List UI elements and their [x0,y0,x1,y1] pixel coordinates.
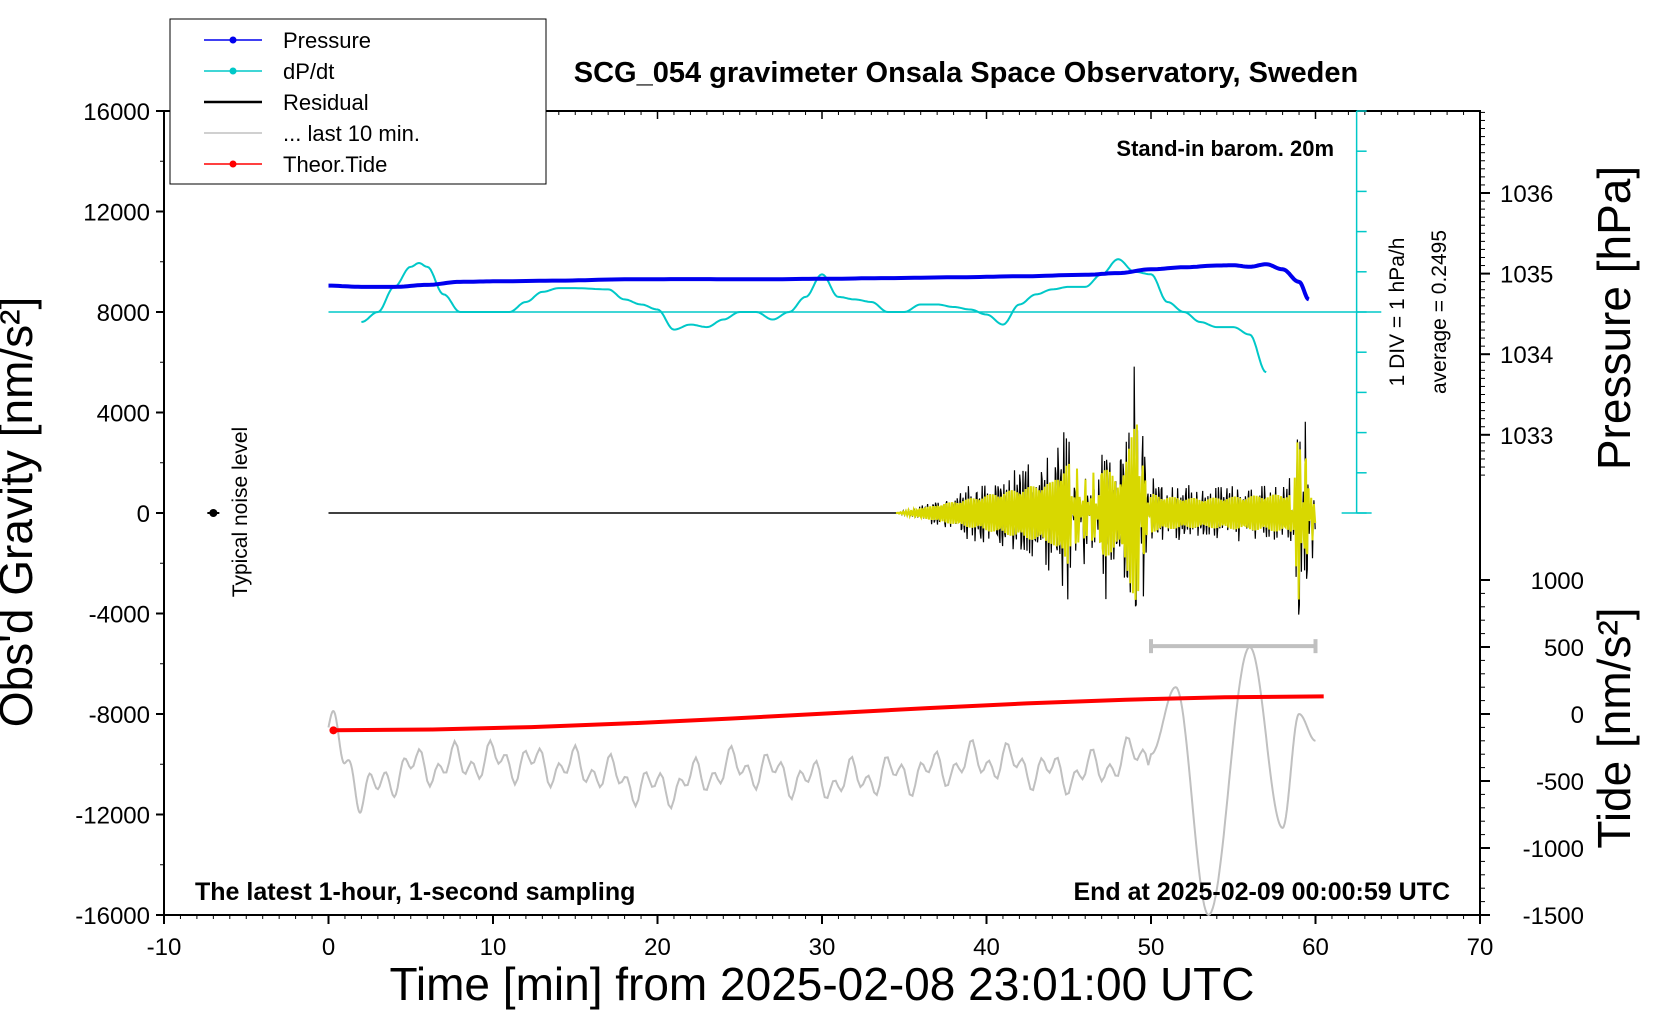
legend-label: Residual [283,90,369,115]
pressure-tick-label: 1033 [1500,423,1553,450]
series-residual-filtered [895,424,1317,600]
y-tick-label-left: -4000 [89,602,150,629]
pressure-tick-label: 1034 [1500,342,1553,369]
footer-right-annotation: End at 2025-02-09 00:00:59 UTC [1073,878,1450,906]
y-tick-label-left: 8000 [97,300,150,327]
legend-marker [229,67,237,75]
legend-label: Theor.Tide [283,152,387,177]
x-tick-label: -10 [147,934,182,961]
legend-marker [229,36,237,44]
series-dpdt [361,258,1267,374]
y-tick-label-left: -12000 [75,803,150,830]
theor-tide-start-marker [329,726,338,735]
y-tick-label-left: 4000 [97,401,150,428]
x-tick-label: 40 [973,934,1000,961]
legend-label: ... last 10 min. [283,121,420,146]
y-axis-label-tide: Tide [nm/s²] [1588,607,1640,848]
x-tick-label: 70 [1467,934,1494,961]
series-theor-tide [333,694,1324,733]
legend-marker [229,160,237,168]
x-tick-label: 60 [1302,934,1329,961]
x-tick-label: 20 [644,934,671,961]
x-tick-label: 50 [1138,934,1165,961]
y-tick-label-left: -8000 [89,702,150,729]
noise-level-marker [209,509,218,517]
axis-ticks: -10 0 10 20 30 40 50 60 70 16000 12000 8000 4000 0 -40… [75,99,1584,961]
pressure-tick-label: 1035 [1500,262,1553,289]
noise-level-label: Typical noise level [229,427,252,597]
series-last-10-min [327,645,1316,917]
x-tick-label: 10 [480,934,507,961]
x-tick-label: 0 [322,934,335,961]
y-axis-label-pressure: Pressure [hPa] [1588,166,1640,470]
chart-title: SCG_054 gravimeter Onsala Space Observat… [574,57,1358,89]
series-layer [207,110,1382,917]
x-axis-label: Time [min] from 2025-02-08 23:01:00 UTC [390,958,1255,1010]
footer-left-annotation: The latest 1-hour, 1-second sampling [195,878,635,906]
legend-label: dP/dt [283,59,334,84]
barometer-annotation: Stand-in barom. 20m [1116,136,1334,161]
tide-tick-label: 1000 [1531,568,1584,595]
tide-tick-label: -1000 [1523,836,1584,863]
average-annotation: average = 0.2495 [1428,230,1451,394]
legend-label: Pressure [283,28,371,53]
x-tick-label: 30 [809,934,836,961]
legend: Pressure dP/dt Residual ... last 10 min. The… [169,18,547,185]
y-axis-label-left: Obs'd Gravity [nm/s²] [0,297,42,728]
tide-tick-label: -500 [1536,769,1584,796]
y-tick-label-left: 12000 [83,200,150,227]
tide-tick-label: 500 [1544,635,1584,662]
y-tick-label-left: 16000 [83,99,150,126]
div-annotation: 1 DIV = 1 hPa/h [1386,238,1409,387]
series-pressure [328,262,1310,302]
pressure-tick-label: 1036 [1500,181,1553,208]
tide-tick-label: 0 [1571,702,1584,729]
y-tick-label-left: -16000 [75,903,150,930]
tide-tick-label: -1500 [1523,903,1584,930]
y-tick-label-left: 0 [137,501,150,528]
